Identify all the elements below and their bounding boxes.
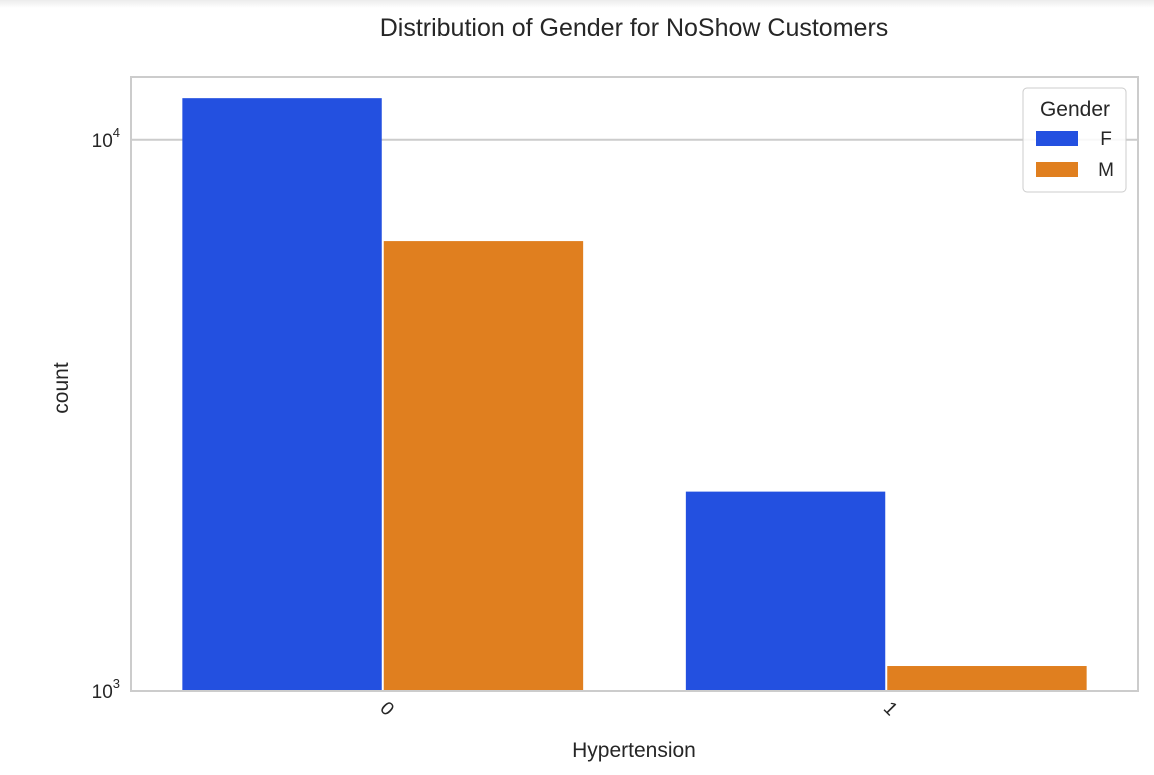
top-shadow xyxy=(0,0,1154,8)
bar-M-1 xyxy=(887,666,1087,691)
legend-label-F: F xyxy=(1100,129,1112,150)
bar-F-0 xyxy=(182,98,382,692)
y-tick-label: 103 xyxy=(92,676,120,703)
y-tick-label: 104 xyxy=(92,125,120,152)
y-tick-labels: 103 104 xyxy=(92,125,120,703)
x-axis-label: Hypertension xyxy=(572,739,696,762)
x-tick-label: 1 xyxy=(879,698,901,720)
legend-items: FM xyxy=(1036,129,1114,181)
legend: Gender FM xyxy=(1022,87,1127,193)
bars-layer xyxy=(182,98,1087,692)
x-tick-label: 0 xyxy=(375,698,397,720)
bar-M-0 xyxy=(383,241,584,691)
legend-title: Gender xyxy=(1040,98,1110,121)
plot-frame xyxy=(130,76,1139,692)
bar-F-1 xyxy=(685,491,886,691)
y-axis-label: count xyxy=(50,362,73,414)
legend-swatch-M xyxy=(1036,162,1078,177)
legend-swatch-F xyxy=(1036,131,1078,146)
legend-label-M: M xyxy=(1098,160,1114,181)
chart-title: Distribution of Gender for NoShow Custom… xyxy=(380,14,889,42)
